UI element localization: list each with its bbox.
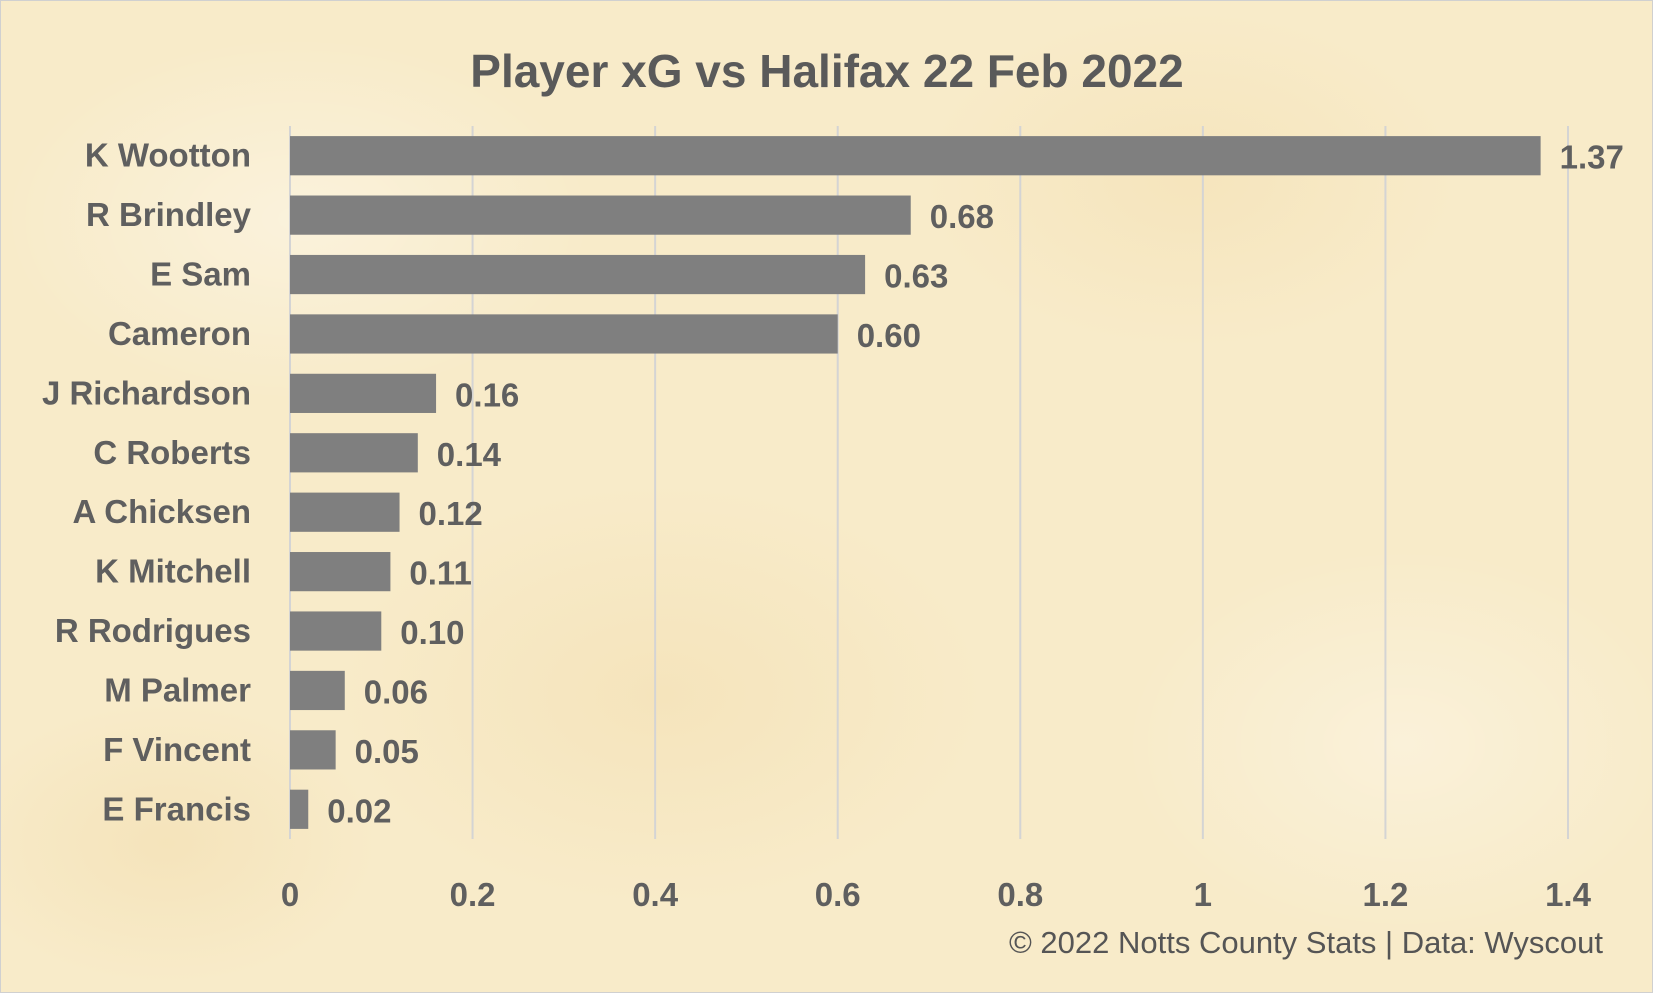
x-tick-label: 0.8 — [997, 876, 1043, 913]
data-label: 0.14 — [437, 436, 502, 473]
source-footer: © 2022 Notts County Stats | Data: Wyscou… — [1009, 925, 1603, 960]
bar — [290, 492, 400, 532]
category-labels: K Wootton R Brindley E Sam Cameron J Richard… — [42, 137, 252, 828]
x-tick-label: 1.2 — [1362, 876, 1408, 913]
category-label: K Mitchell — [95, 553, 251, 590]
data-label: 0.10 — [400, 614, 464, 651]
category-label: M Palmer — [104, 671, 251, 708]
data-label: 0.60 — [857, 317, 921, 354]
bar — [290, 789, 309, 829]
data-label: 0.05 — [355, 733, 419, 770]
bar — [290, 136, 1541, 176]
data-labels: 1.37 0.68 0.63 0.60 0.16 0.14 0.12 0.11 0.10 0.06… — [327, 139, 1624, 830]
category-label: J Richardson — [42, 374, 251, 411]
bar — [290, 552, 391, 592]
data-label: 0.11 — [409, 555, 471, 592]
data-label: 0.63 — [884, 258, 948, 295]
data-label: 0.02 — [327, 792, 391, 829]
category-label: R Brindley — [86, 196, 252, 233]
data-label: 0.68 — [930, 198, 994, 235]
x-axis-tick-labels: 0 0.2 0.4 0.6 0.8 1 1.2 1.4 — [281, 876, 1592, 913]
category-label: A Chicksen — [72, 493, 251, 530]
bar — [290, 730, 336, 770]
category-label: R Rodrigues — [55, 612, 251, 649]
x-tick-label: 0.6 — [815, 876, 861, 913]
x-tick-label: 0.4 — [632, 876, 679, 913]
category-label: Cameron — [108, 315, 251, 352]
category-label: F Vincent — [103, 731, 251, 768]
bar — [290, 373, 437, 413]
category-label: E Sam — [150, 256, 251, 293]
data-label: 1.37 — [1560, 139, 1624, 176]
bar — [290, 670, 345, 711]
bar — [290, 611, 382, 651]
bar — [290, 433, 418, 473]
chart-title: Player xG vs Halifax 22 Feb 2022 — [470, 45, 1183, 97]
data-label: 0.16 — [455, 376, 519, 413]
category-label: E Francis — [102, 790, 251, 827]
bar — [290, 254, 866, 295]
category-label: C Roberts — [93, 434, 251, 471]
bars — [290, 136, 1541, 829]
data-label: 0.06 — [364, 673, 428, 710]
grid-lines — [289, 126, 1569, 839]
x-tick-label: 1 — [1194, 876, 1212, 913]
bar — [290, 314, 838, 354]
x-tick-label: 0.2 — [450, 876, 496, 913]
x-tick-label: 0 — [281, 876, 299, 913]
data-label: 0.12 — [419, 495, 483, 532]
bar — [290, 195, 911, 235]
x-tick-label: 1.4 — [1545, 876, 1592, 913]
category-label: K Wootton — [85, 137, 251, 174]
